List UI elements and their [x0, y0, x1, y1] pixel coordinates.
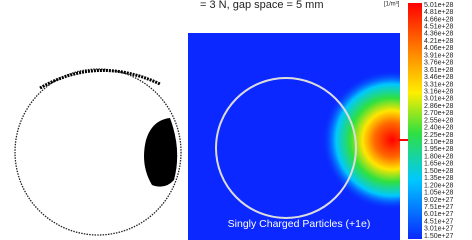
colorbar-label: 9.02e+27	[424, 197, 453, 204]
colorbar-label: 1.05e+28	[424, 190, 453, 197]
figure-title: = 3 N, gap space = 5 mm	[200, 0, 324, 11]
colorbar-label: 2.55e+28	[424, 117, 453, 124]
colorbar-label: 1.65e+28	[424, 161, 453, 168]
colorbar-label: 2.40e+28	[424, 125, 453, 132]
figure: = 3 N, gap space = 5 mm Singly Charged P…	[0, 0, 472, 240]
left-panel	[15, 69, 181, 235]
colorbar-label: 3.76e+28	[424, 60, 453, 67]
colorbar-label: 1.35e+28	[424, 175, 453, 182]
colorbar-label: 1.50e+27	[424, 233, 453, 240]
colorbar-label: 3.46e+28	[424, 74, 453, 81]
colorbar-label: 7.51e+27	[424, 204, 453, 211]
colorbar-label: 2.70e+28	[424, 110, 453, 117]
colorbar-label: 6.01e+27	[424, 211, 453, 218]
colorbar-label: 1.20e+28	[424, 182, 453, 189]
colorbar-label: 4.06e+28	[424, 45, 453, 52]
colorbar-label: 2.86e+28	[424, 103, 453, 110]
colorbar-label: 3.01e+28	[424, 96, 453, 103]
colorbar-label: 4.66e+28	[424, 16, 453, 23]
particle-cluster	[144, 118, 177, 187]
colorbar-unit: [1/m³]	[384, 2, 400, 8]
panel-caption: Singly Charged Particles (+1e)	[228, 218, 371, 230]
colorbar-label: 1.95e+28	[424, 146, 453, 153]
colorbar-label: 4.36e+28	[424, 31, 453, 38]
colorbar-label: 4.51e+27	[424, 218, 453, 225]
particle-rim	[40, 70, 160, 88]
colorbar-label: 3.16e+28	[424, 88, 453, 95]
colorbar-label: 3.91e+28	[424, 52, 453, 59]
colorbar-label: 4.81e+28	[424, 9, 453, 16]
colorbar-label: 2.25e+28	[424, 132, 453, 139]
colorbar-label: 4.51e+28	[424, 24, 453, 31]
colorbar-label: 1.50e+28	[424, 168, 453, 175]
colorbar-scale	[408, 3, 422, 239]
colorbar-label: 2.10e+28	[424, 139, 453, 146]
colorbar-label: 4.21e+28	[424, 38, 453, 45]
colorbar-label: 3.01e+27	[424, 226, 453, 233]
colorbar-label: 3.61e+28	[424, 67, 453, 74]
colorbar-label: 3.31e+28	[424, 81, 453, 88]
colorbar-label: 1.80e+28	[424, 153, 453, 160]
colorbar-label: 5.01e+28	[424, 2, 453, 9]
